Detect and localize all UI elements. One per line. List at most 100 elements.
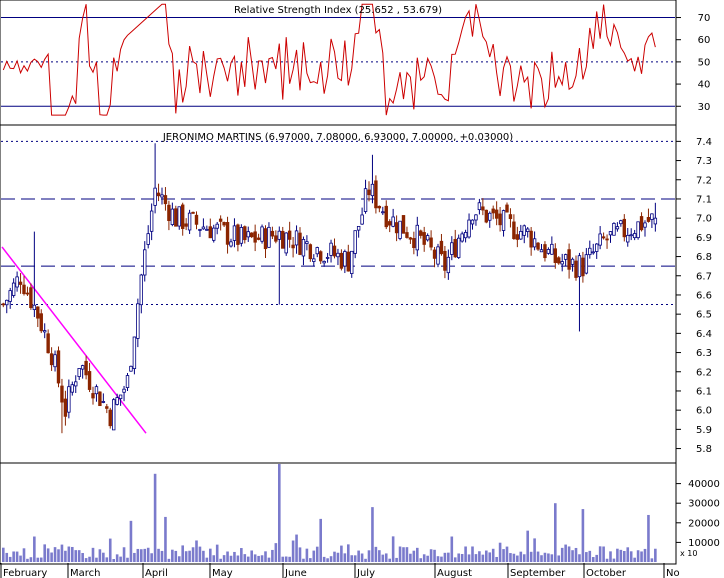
volume-bar	[529, 551, 533, 562]
candle	[118, 394, 123, 406]
candle-body	[467, 219, 471, 238]
volume-bar	[557, 555, 561, 562]
volume-bar	[243, 554, 247, 562]
candle	[136, 298, 140, 348]
candle	[246, 226, 250, 242]
rsi-tick-label: 30	[698, 102, 711, 113]
month-label: June	[284, 568, 307, 578]
volume-bar	[46, 548, 50, 562]
candle	[387, 219, 392, 233]
candle	[563, 253, 568, 267]
candle	[15, 271, 19, 292]
candle	[270, 226, 275, 240]
volume-bar	[153, 473, 157, 562]
candle-body	[143, 249, 147, 276]
candle	[125, 372, 130, 392]
candle-body	[298, 232, 302, 255]
candle-body	[588, 247, 592, 256]
price-tick-label: 6.3	[696, 348, 712, 359]
candle	[36, 306, 40, 328]
volume-bar	[233, 551, 236, 562]
candle	[177, 206, 181, 230]
candle-body	[32, 304, 37, 311]
volume-bar	[588, 550, 592, 562]
volume-bar	[129, 520, 133, 562]
volume-scale-label: x 10	[680, 549, 697, 558]
candle-body	[325, 256, 330, 259]
volume-bar	[433, 549, 436, 562]
candle	[653, 202, 658, 232]
volume-bar	[39, 557, 43, 562]
candle-body	[336, 252, 340, 258]
candle-body	[18, 281, 23, 285]
candle-body	[526, 228, 530, 232]
volume-bar	[522, 554, 526, 562]
candle	[149, 203, 154, 241]
volume-bar	[8, 556, 12, 562]
candle	[198, 228, 202, 237]
candle-body	[15, 276, 19, 288]
candle	[322, 260, 326, 267]
candle-body	[543, 244, 547, 259]
candle	[453, 229, 457, 258]
candle-body	[29, 287, 33, 309]
candle	[232, 218, 237, 248]
candle-body	[139, 274, 143, 306]
volume-bar	[140, 549, 143, 562]
candle	[156, 183, 161, 202]
candle-body	[626, 234, 630, 243]
volume-bar	[188, 550, 191, 562]
candle	[8, 287, 12, 309]
volume-bar	[122, 547, 126, 562]
price-tick-label: 6.4	[696, 329, 712, 340]
candle-body	[46, 333, 50, 354]
volume-bar	[84, 558, 88, 562]
candle-body	[415, 224, 419, 251]
candle-body	[163, 195, 168, 205]
candle-body	[194, 214, 199, 225]
candle	[629, 228, 633, 241]
volume-bar	[533, 538, 536, 562]
volume-bar	[57, 549, 60, 562]
volume-bar	[371, 507, 374, 562]
volume-bar	[591, 557, 595, 562]
candle-body	[98, 391, 102, 407]
volume-tick-label: 10000	[688, 538, 720, 549]
volume-bar	[519, 551, 523, 562]
month-label: March	[70, 568, 100, 578]
candle	[122, 385, 126, 402]
candle-body	[49, 353, 54, 366]
candle	[98, 391, 102, 407]
volume-bar	[378, 550, 381, 562]
candle-body	[246, 231, 250, 238]
candle	[22, 275, 26, 296]
candle	[315, 246, 319, 258]
candle	[419, 229, 423, 239]
candle	[129, 365, 133, 372]
candle-body	[315, 247, 319, 255]
trendline	[1, 246, 147, 434]
candle-body	[180, 204, 185, 229]
volume-bar	[633, 557, 636, 562]
volume-bar	[102, 552, 105, 562]
volume-bar	[636, 550, 640, 562]
candle	[91, 386, 95, 405]
candle	[595, 243, 599, 259]
candle	[484, 209, 488, 224]
candle	[212, 224, 216, 243]
candle-body	[439, 240, 444, 255]
candle-body	[212, 227, 216, 241]
volume-bar	[481, 554, 485, 562]
volume-bar	[105, 557, 109, 562]
volume-bar	[402, 547, 405, 562]
volume-bar	[236, 555, 240, 562]
volume-bar	[616, 548, 619, 562]
candle-body	[387, 221, 392, 226]
volume-bar	[284, 556, 288, 562]
volume-bar	[322, 556, 326, 562]
candle	[543, 241, 547, 262]
candle-body	[5, 299, 9, 306]
candle	[370, 154, 375, 204]
candle-body	[391, 216, 395, 227]
candle	[205, 225, 209, 231]
